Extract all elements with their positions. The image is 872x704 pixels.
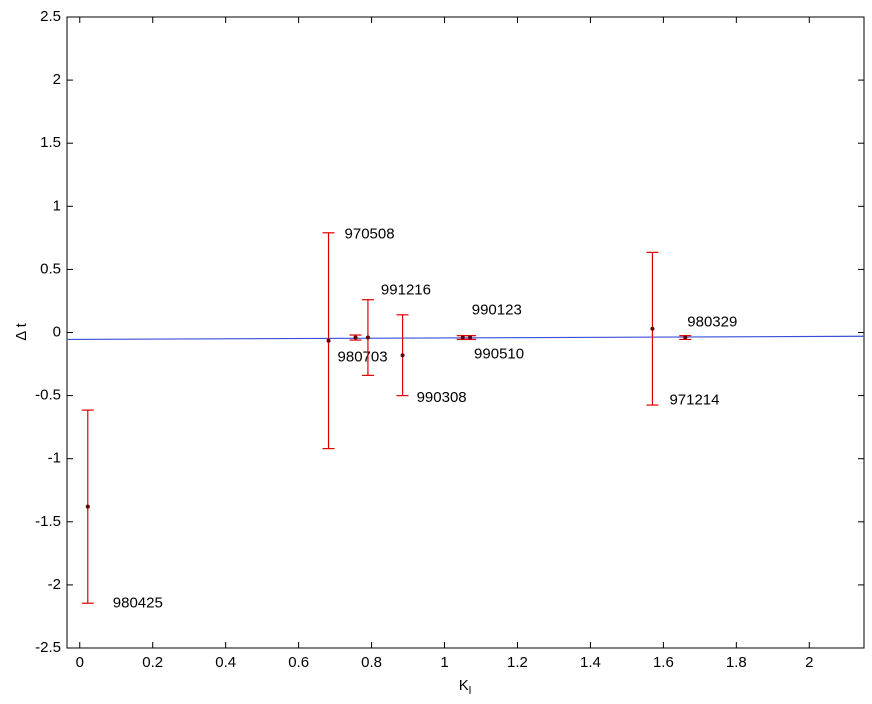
point-label: 990510 xyxy=(474,346,524,363)
x-tick-label: 1.2 xyxy=(507,654,528,671)
y-tick-label: 1.5 xyxy=(40,134,61,151)
data-point xyxy=(400,353,405,358)
x-axis-label-main: K xyxy=(459,677,469,694)
x-tick-label: 1.6 xyxy=(653,654,674,671)
x-axis-label-sub: l xyxy=(469,685,471,697)
point-label: 990308 xyxy=(417,389,467,406)
data-point xyxy=(85,504,90,509)
x-tick-label: 0.4 xyxy=(215,654,236,671)
x-tick-label: 1.8 xyxy=(726,654,747,671)
y-tick-label: -1 xyxy=(48,450,61,467)
y-axis-label: Δ t xyxy=(13,322,30,340)
x-axis-label: Kl xyxy=(459,677,471,697)
data-point xyxy=(460,335,465,340)
plot-frame xyxy=(66,16,865,649)
point-label: 980425 xyxy=(113,595,163,612)
y-tick-label: 2.5 xyxy=(40,8,61,25)
y-tick-label: 1 xyxy=(53,197,61,214)
x-tick-label: 1 xyxy=(440,654,448,671)
y-tick-label: 2 xyxy=(53,71,61,88)
data-point xyxy=(365,335,370,340)
point-label: 970508 xyxy=(345,226,395,243)
point-label: 971214 xyxy=(669,392,719,409)
x-tick-label: 2 xyxy=(805,654,813,671)
data-point xyxy=(353,335,358,340)
point-label: 980703 xyxy=(338,349,388,366)
x-tick-label: 0 xyxy=(76,654,84,671)
y-tick-label: -1.5 xyxy=(35,513,61,530)
y-tick-label: 0 xyxy=(53,323,61,340)
x-tick-label: 0.2 xyxy=(142,654,163,671)
x-tick-label: 1.4 xyxy=(580,654,601,671)
data-point xyxy=(650,326,655,331)
fit-line xyxy=(66,335,865,341)
y-tick-label: -0.5 xyxy=(35,387,61,404)
point-label: 991216 xyxy=(381,282,431,299)
y-tick-label: 0.5 xyxy=(40,260,61,277)
data-point xyxy=(468,335,473,340)
y-tick-label: -2 xyxy=(48,576,61,593)
point-label: 980329 xyxy=(687,314,737,331)
x-tick-label: 0.6 xyxy=(288,654,309,671)
data-point xyxy=(326,338,331,343)
x-tick-label: 0.8 xyxy=(361,654,382,671)
data-point xyxy=(683,335,688,340)
y-tick-label: -2.5 xyxy=(35,639,61,656)
point-label: 990123 xyxy=(472,302,522,319)
